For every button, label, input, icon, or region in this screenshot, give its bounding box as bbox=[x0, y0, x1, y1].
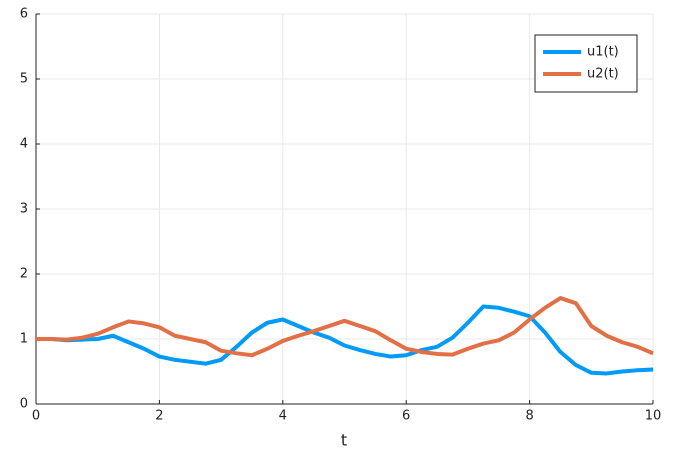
y-tick-label: 6 bbox=[20, 7, 28, 22]
x-tick-label: 8 bbox=[525, 409, 533, 424]
x-tick-label: 0 bbox=[32, 409, 40, 424]
x-tick-label: 6 bbox=[402, 409, 410, 424]
y-tick-label: 4 bbox=[20, 137, 28, 152]
y-tick-label: 5 bbox=[20, 72, 28, 87]
y-tick-label: 2 bbox=[20, 267, 28, 282]
legend-label: u1(t) bbox=[587, 45, 619, 60]
y-tick-label: 0 bbox=[20, 397, 28, 412]
y-tick-label: 1 bbox=[20, 332, 28, 347]
x-axis-label: t bbox=[341, 431, 347, 450]
line bbox=[36, 296, 654, 358]
x-tick-label: 2 bbox=[155, 409, 163, 424]
legend-box bbox=[534, 34, 638, 93]
y-tick-label: 3 bbox=[20, 202, 28, 217]
line bbox=[36, 304, 654, 376]
legend-label: u2(t) bbox=[587, 67, 619, 82]
x-tick-label: 4 bbox=[279, 409, 287, 424]
x-tick-label: 10 bbox=[645, 409, 662, 424]
